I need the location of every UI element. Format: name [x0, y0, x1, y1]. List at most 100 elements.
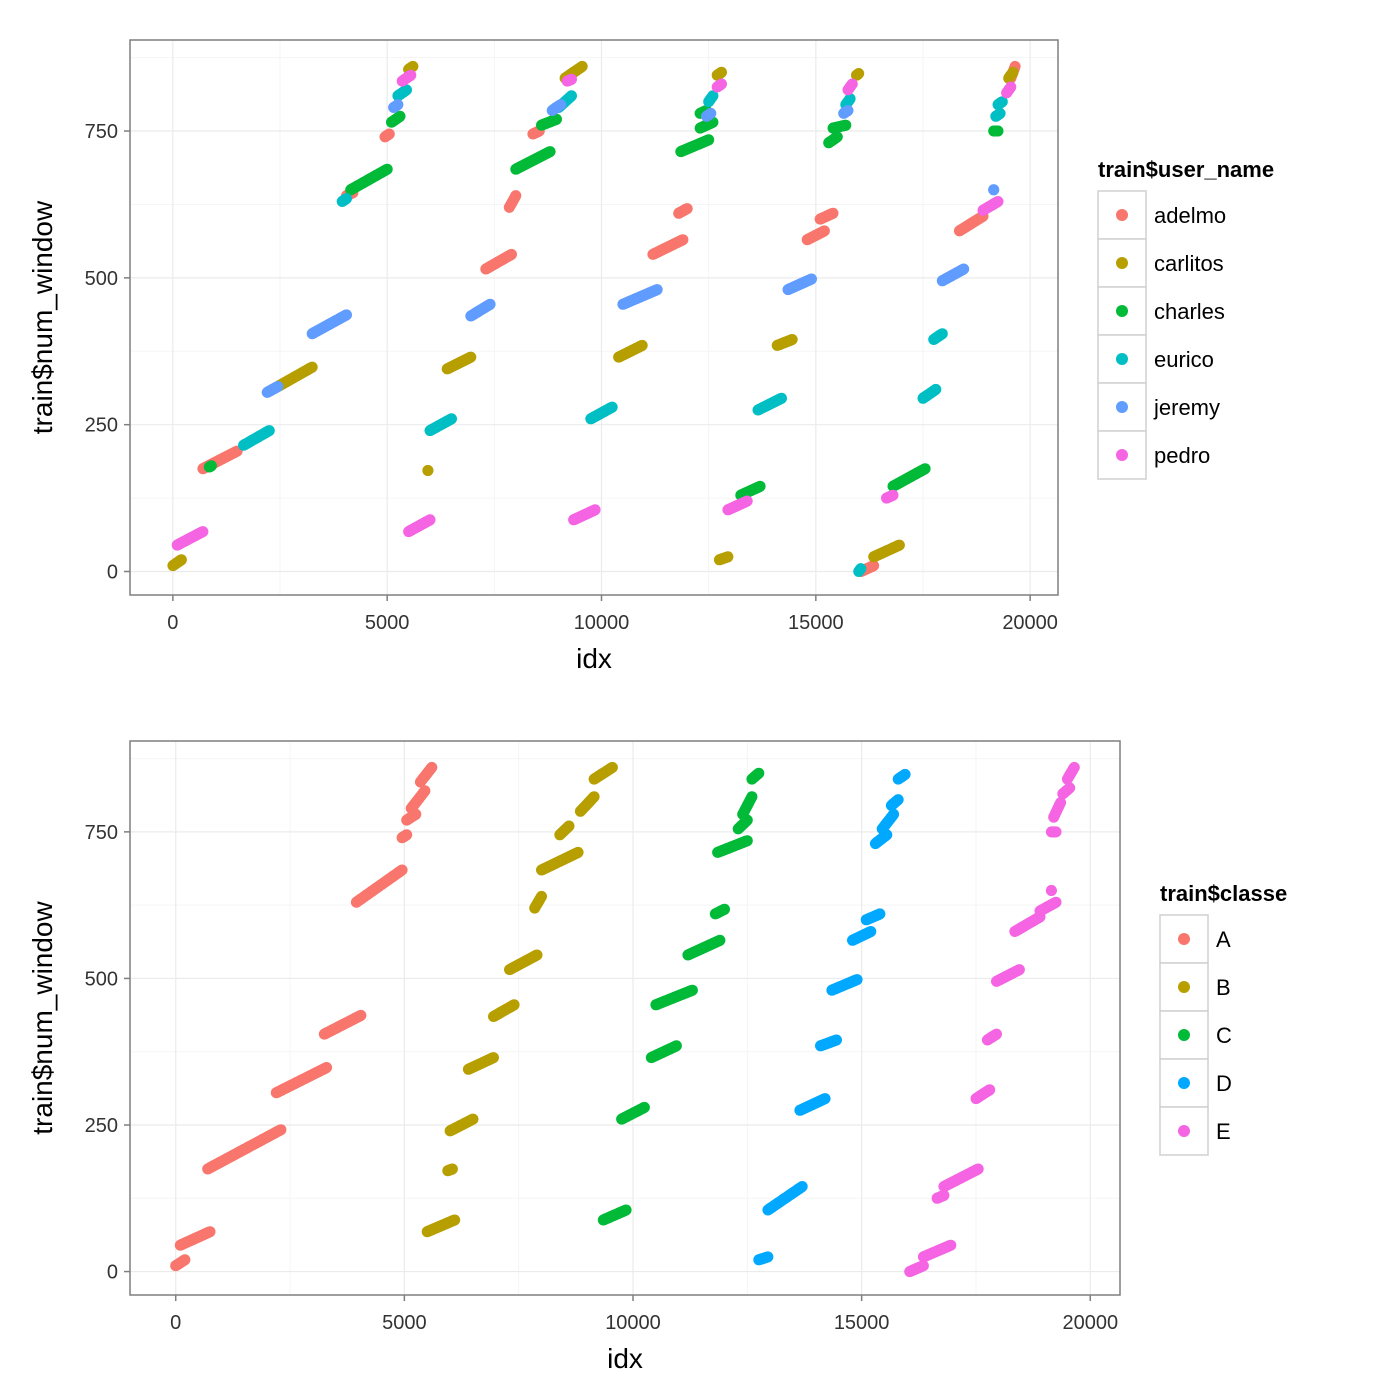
data-point	[972, 1163, 984, 1175]
panel-background	[130, 741, 1120, 1295]
data-point	[722, 551, 734, 563]
data-point	[1045, 885, 1057, 896]
data-point	[1013, 964, 1025, 976]
data-point	[865, 926, 877, 937]
axes: 0 5000 10000 15000 20000 0 250 500 750	[85, 822, 1118, 1334]
legend-item-charles: charles	[1097, 286, 1225, 336]
legend-key-point	[1178, 981, 1190, 993]
legend-item-E: E	[1159, 1106, 1231, 1156]
data-point	[958, 263, 970, 275]
data-point	[197, 526, 209, 538]
data-point	[1068, 761, 1080, 773]
data-point	[716, 78, 727, 90]
legend-key-point	[1116, 305, 1128, 317]
legend-key-point	[1116, 401, 1128, 413]
data-point	[275, 1124, 287, 1136]
x-tick-label: 5000	[382, 1312, 427, 1334]
data-points	[170, 761, 1080, 1278]
data-point	[1007, 66, 1019, 78]
data-point	[1064, 782, 1076, 794]
data-point	[840, 119, 852, 131]
data-point	[396, 864, 408, 876]
series-charles	[203, 105, 1004, 501]
data-point	[796, 1181, 808, 1192]
legend-label: carlitos	[1154, 251, 1224, 276]
y-tick-label: 750	[85, 121, 118, 143]
data-point	[703, 134, 715, 146]
data-point	[572, 846, 584, 858]
data-point	[467, 1113, 479, 1125]
legend-key-point	[1116, 209, 1128, 221]
series-pedro	[171, 69, 1017, 551]
axes: 0 5000 10000 15000 20000 0 250 500 750	[85, 121, 1058, 634]
y-tick-label: 250	[85, 1115, 118, 1137]
data-point	[555, 99, 567, 111]
data-point	[984, 1084, 996, 1096]
legend-item-D: D	[1159, 1058, 1232, 1108]
data-point	[531, 949, 543, 961]
x-tick-label: 20000	[1002, 612, 1058, 634]
legend-title: train$classe	[1160, 881, 1287, 906]
legend-key-point	[1116, 449, 1128, 461]
data-point	[992, 196, 1004, 207]
data-point	[831, 1034, 842, 1046]
data-point	[818, 225, 830, 237]
y-tick-label: 500	[85, 268, 118, 290]
chart-classe: 0 5000 10000 15000 20000 0 250 500 750 idx train$n…	[27, 740, 1287, 1374]
data-point	[566, 73, 577, 85]
data-point	[855, 563, 867, 575]
x-tick-label: 0	[170, 1312, 181, 1334]
legend-item-carlitos: carlitos	[1097, 238, 1224, 288]
data-point	[827, 207, 839, 219]
data-point	[851, 974, 863, 986]
data-point	[719, 903, 730, 915]
data-point	[786, 334, 798, 345]
data-point	[179, 1254, 191, 1266]
y-tick-label: 0	[107, 1262, 118, 1284]
data-point	[746, 791, 758, 803]
data-point	[272, 381, 284, 392]
legend-key-point	[1178, 933, 1190, 945]
data-points	[167, 60, 1021, 577]
data-point	[741, 495, 753, 507]
data-point	[945, 1239, 957, 1251]
series-B	[421, 761, 618, 1238]
data-point	[681, 203, 693, 215]
series-E	[904, 761, 1080, 1278]
data-point	[741, 835, 753, 847]
data-point	[401, 829, 413, 841]
legend-key-point	[1178, 1029, 1190, 1041]
legend-key	[1159, 1010, 1209, 1060]
legend-key-point	[1178, 1125, 1190, 1137]
legend-item-jeremy: jeremy	[1097, 382, 1220, 432]
data-point	[566, 90, 577, 102]
legend-item-eurico: eurico	[1097, 334, 1214, 384]
data-point	[175, 554, 187, 566]
data-point	[306, 361, 318, 373]
data-point	[394, 110, 406, 122]
data-point	[762, 1251, 774, 1263]
data-point	[381, 163, 393, 175]
data-point	[714, 934, 726, 946]
chart-user-name: 0 5000 10000 15000 20000 0 250 500 750 idx train$n…	[27, 39, 1274, 674]
legend-label: eurico	[1154, 347, 1214, 372]
data-point	[677, 234, 689, 246]
data-point	[407, 60, 419, 72]
legend-item-B: B	[1159, 962, 1231, 1012]
data-point	[341, 193, 352, 205]
data-point	[899, 768, 911, 780]
legend-label: E	[1216, 1119, 1231, 1144]
legend-label: A	[1216, 927, 1231, 952]
data-point	[868, 560, 880, 572]
legend-label: jeremy	[1153, 395, 1220, 420]
legend-item-C: C	[1159, 1010, 1232, 1060]
data-point	[874, 908, 886, 920]
data-point	[620, 1204, 632, 1216]
data-point	[806, 273, 817, 285]
data-point	[707, 90, 719, 102]
data-point	[606, 401, 618, 413]
x-tick-label: 10000	[605, 1312, 661, 1334]
legend-key-point	[1116, 353, 1128, 365]
x-tick-label: 15000	[788, 612, 844, 634]
